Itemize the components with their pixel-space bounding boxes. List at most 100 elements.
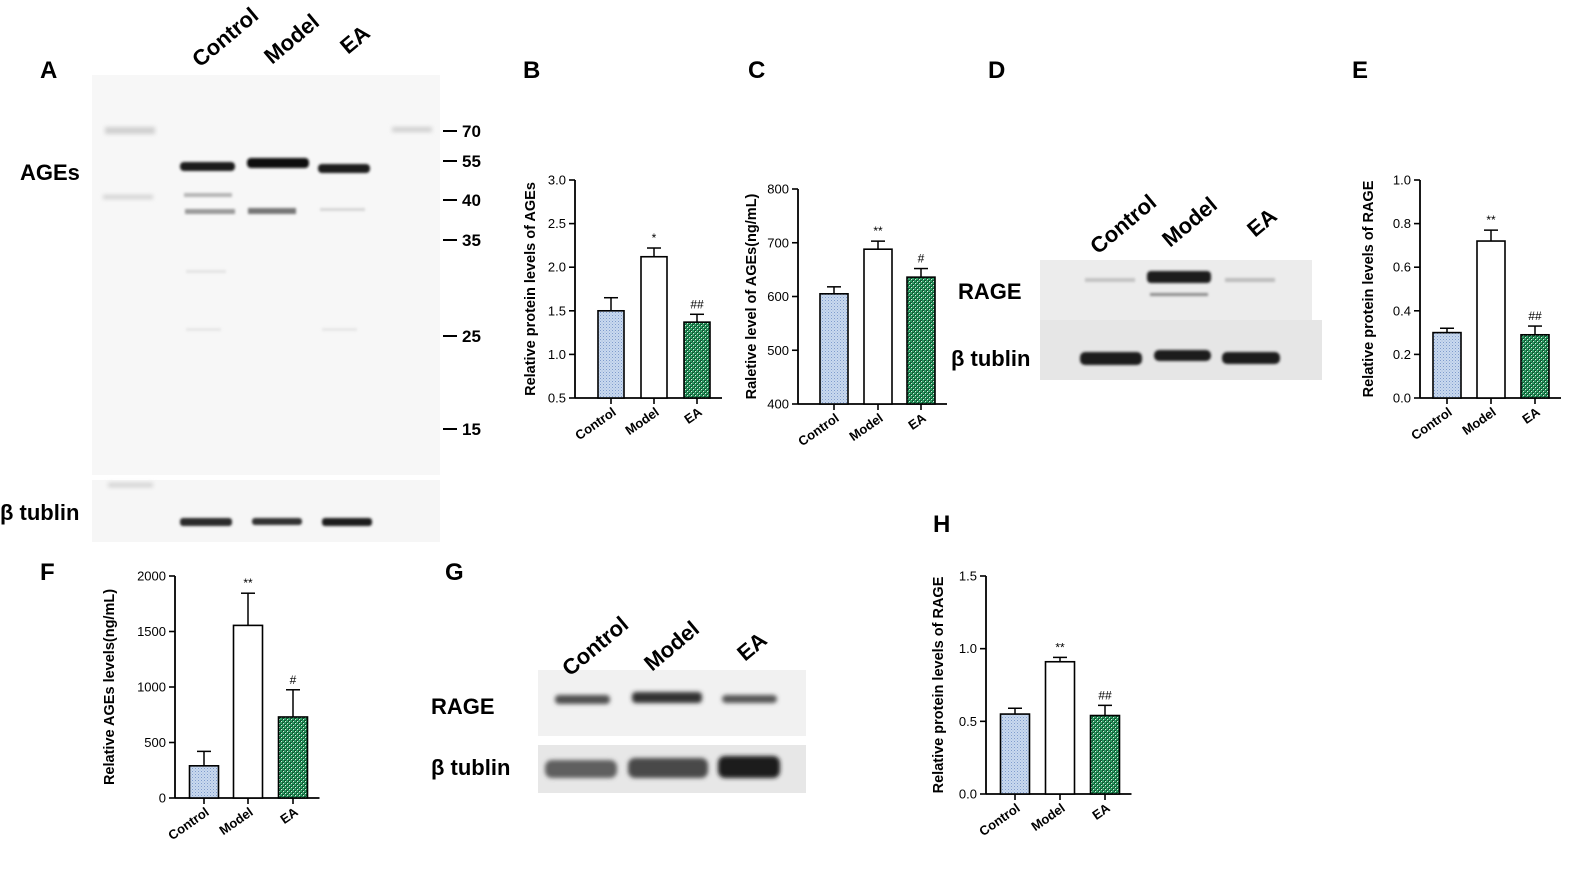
bar-control (597, 309, 625, 399)
y-tick-label: 0.4 (1393, 303, 1411, 318)
ages-band-ea (318, 164, 370, 173)
y-tick-label: 0.8 (1393, 216, 1411, 231)
significance-mark: ** (243, 576, 253, 590)
band-label-ages: AGEs (20, 160, 80, 185)
x-tick-label: Model (216, 804, 255, 838)
y-tick-label: 500 (767, 343, 789, 358)
y-tick-label: 1.5 (548, 303, 566, 318)
bar-ea (277, 716, 309, 799)
y-tick-label: 0.6 (1393, 260, 1411, 275)
mw-marker: 55 (462, 152, 481, 171)
y-tick-label: 400 (767, 397, 789, 412)
x-tick-label: Control (165, 804, 211, 843)
panel-label-f: F (40, 559, 55, 586)
x-tick-label: EA (905, 410, 929, 433)
significance-mark: ** (1486, 213, 1496, 227)
x-tick-label: EA (681, 404, 705, 427)
lane-label-model: Model (639, 616, 704, 676)
chart-b: 0.5 1.0 1.5 2.0 2.5 3.0 Relative protein level… (523, 173, 722, 443)
x-tick-label: EA (277, 804, 301, 827)
lane-label-control: Control (187, 2, 263, 71)
ages-band-model (247, 158, 309, 168)
band-label-tublin-d: β tublin (951, 346, 1030, 371)
y-tick-label: 2.5 (548, 216, 566, 231)
x-tick-label: EA (1089, 800, 1113, 823)
chart-e: 0.0 0.2 0.4 0.6 0.8 1.0 Relative protein level… (1361, 173, 1561, 443)
tubulin-a-ea (322, 518, 372, 526)
rage-g-control (555, 695, 610, 704)
panel-label-g: G (445, 559, 464, 586)
rage-d-model (1147, 271, 1211, 283)
bar-ea (1520, 333, 1550, 399)
y-tick-label: 500 (144, 735, 166, 750)
band-label-tublin-g: β tublin (431, 755, 510, 780)
lane-label-ea: EA (1242, 203, 1282, 242)
significance-mark: * (652, 231, 657, 245)
panel-label-b: B (523, 57, 540, 84)
band-label-rage-g: RAGE (431, 694, 495, 719)
bar-model (1476, 240, 1506, 399)
tubulin-d-control (1080, 352, 1142, 365)
y-tick-label: 0.0 (959, 787, 977, 802)
significance-mark: ## (690, 297, 704, 311)
x-tick-label: Model (846, 410, 885, 444)
y-tick-label: 0.0 (1393, 391, 1411, 406)
lane-label-model: Model (1157, 192, 1222, 252)
blot-g: G Control Model EA RAGE β tublin (431, 559, 806, 793)
lane-label-ea: EA (335, 20, 375, 59)
significance-mark: ** (1055, 640, 1065, 654)
significance-mark: # (290, 673, 297, 687)
lane-label-ea: EA (732, 627, 772, 666)
blot-a-membrane (92, 75, 440, 475)
tubulin-d-ea (1222, 352, 1280, 364)
x-tick-label: Control (976, 800, 1022, 839)
bar-control (1432, 331, 1462, 399)
significance-mark: ## (1528, 309, 1542, 323)
y-tick-label: 3.0 (548, 173, 566, 188)
tubulin-d-model (1154, 350, 1211, 361)
y-tick-label: 0.5 (959, 714, 977, 729)
tubulin-g-ea (718, 756, 780, 778)
bar-model (640, 255, 668, 399)
y-tick-label: 0 (159, 791, 166, 806)
mw-marker: 15 (462, 420, 481, 439)
x-tick-label: Model (622, 404, 661, 438)
panel-label-e: E (1352, 57, 1368, 84)
mw-marker: 25 (462, 327, 481, 346)
y-tick-label: 1.5 (959, 569, 977, 584)
x-tick-label: Model (1028, 800, 1067, 834)
y-tick-label: 600 (767, 289, 789, 304)
lane-label-model: Model (259, 9, 324, 69)
x-tick-label: Control (795, 410, 841, 449)
panel-label-d: D (988, 57, 1005, 84)
bar-ea (906, 276, 936, 405)
y-tick-label: 2.0 (548, 260, 566, 275)
significance-mark: # (918, 252, 925, 266)
x-tick-label: EA (1519, 404, 1543, 427)
y-tick-label: 700 (767, 235, 789, 250)
bar-model (1044, 660, 1076, 795)
tubulin-a-model (252, 518, 302, 525)
y-tick-label: 0.5 (548, 391, 566, 406)
ages-band-control (180, 162, 235, 171)
panel-label-c: C (748, 57, 765, 84)
x-tick-label: Model (1459, 404, 1498, 438)
mw-marker: 70 (462, 122, 481, 141)
chart-h: 0.0 0.5 1.0 1.5 Relative protein levels of R… (931, 569, 1132, 839)
y-axis-label: Relative AGEs levels(ng/mL) (102, 589, 118, 785)
y-tick-label: 0.2 (1393, 347, 1411, 362)
bar-model (232, 624, 264, 799)
y-tick-label: 1.0 (548, 347, 566, 362)
y-tick-label: 1500 (137, 624, 166, 639)
panel-label-a: A (40, 57, 57, 84)
blot-d-rage-membrane (1040, 260, 1312, 320)
y-axis-label: Relative protein levels of RAGE (1361, 180, 1377, 397)
rage-g-model (632, 692, 702, 703)
band-label-tublin-a: β tublin (0, 500, 79, 525)
panel-label-h: H (933, 511, 950, 538)
chart-f: 0 500 1000 1500 2000 Relative AGEs levels(ng/… (102, 569, 320, 843)
rage-g-ea (722, 695, 777, 703)
tubulin-a-control (180, 518, 232, 526)
y-tick-label: 2000 (137, 569, 166, 584)
